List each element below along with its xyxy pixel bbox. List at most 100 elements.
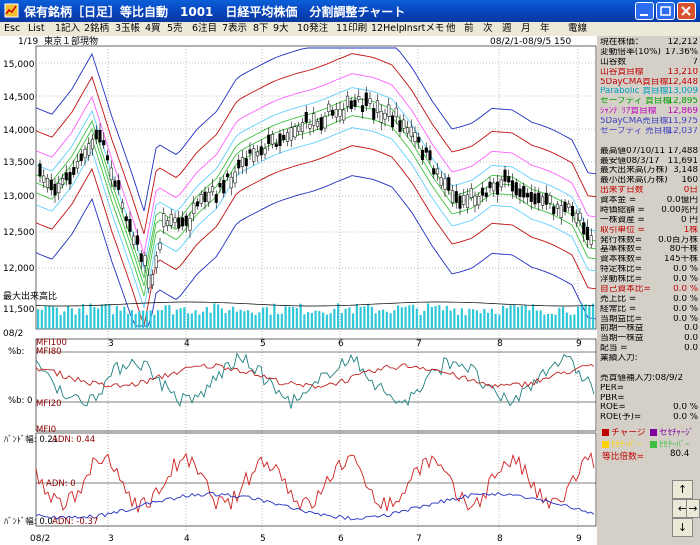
menu-4[interactable]: 4買 xyxy=(145,23,161,34)
info-label: 経常比 = xyxy=(600,304,637,314)
window-title: 保有銘柄［日足］等比自動 1001 日経平均株価 分割調整チャート xyxy=(24,5,406,19)
info-label: 出来ず日数 xyxy=(600,186,644,196)
adn-mid-label: ADN: 0 xyxy=(46,479,76,489)
info-label: 基準株数= xyxy=(600,245,643,255)
chart-area[interactable]: 1/19 東京１部現物 08/2/1-08/9/5 150 15,000 14,… xyxy=(0,36,597,545)
info-label: 最大出来高(万株) xyxy=(600,166,668,176)
info-label: ROE(予)= xyxy=(600,413,642,423)
info-value: 0.0億円 xyxy=(666,196,698,205)
menu-insrt[interactable]: Insrtメモ xyxy=(404,23,445,34)
x-tick-bottom: 5 xyxy=(260,534,266,544)
menu-month[interactable]: 月 xyxy=(521,23,531,34)
info-label: 特定株比= xyxy=(600,265,643,275)
date-tag: 08/2 xyxy=(3,329,23,339)
y-tick: 15,000 xyxy=(3,60,35,70)
menu-12[interactable]: 12Help xyxy=(371,23,405,34)
scroll-up-button[interactable]: ↑ xyxy=(672,480,693,499)
info-row: 5DayCMA買目標 12,448 xyxy=(600,78,700,88)
menu-5[interactable]: 5売 xyxy=(167,23,183,34)
info-row: 5DayCMA売目標 11,975 xyxy=(600,117,700,127)
info-row: 自己資本比= 0.0 % xyxy=(600,285,700,295)
menu-11[interactable]: 11印刷 xyxy=(336,23,368,34)
info-label: 業績入力: xyxy=(600,354,638,363)
ratio-label: 等比倍数= xyxy=(602,452,645,462)
info-label: Parabolic 買目標 xyxy=(600,87,669,97)
info-row xyxy=(600,364,700,374)
info-label: 配当 = xyxy=(600,344,628,354)
info-label: 資本金 = xyxy=(600,196,637,205)
info-value: 0.0 xyxy=(684,344,698,354)
info-label: PBR= xyxy=(600,393,625,403)
mfi-0-label: MFI0 xyxy=(36,425,56,435)
x-tick: 4 xyxy=(184,339,190,349)
info-label: 発行株数= xyxy=(600,235,643,245)
info-row: 最安値08/3/17 11,691 xyxy=(600,157,700,167)
info-value: 11,975 xyxy=(667,117,698,126)
info-label: 前期一株益 xyxy=(600,324,644,334)
info-row: セーフティ 売目標 12,037 xyxy=(600,127,700,137)
info-row: 基準株数= 80千株 xyxy=(600,245,700,255)
color-swatch xyxy=(602,441,609,448)
menu-other[interactable]: 他 xyxy=(446,23,456,34)
info-row: 浮動株比= 0.0 % xyxy=(600,275,700,285)
info-value: 80千株 xyxy=(669,245,698,255)
color-swatch xyxy=(650,429,657,436)
info-value: 0.0 % xyxy=(673,284,698,294)
menu-6[interactable]: 6注目 xyxy=(192,23,218,34)
x-tick-bottom: 6 xyxy=(338,534,344,544)
info-value: 0 円 xyxy=(681,215,698,225)
info-row: 一株資産 = 0 円 xyxy=(600,216,700,226)
info-row: 出来ず日数 0日 xyxy=(600,186,700,196)
x-tick-bottom: 3 xyxy=(108,534,114,544)
maximize-button[interactable] xyxy=(656,2,675,20)
info-value: 11,691 xyxy=(667,156,698,166)
menu-3[interactable]: 3玉帳 xyxy=(115,23,141,34)
menu-year[interactable]: 年 xyxy=(540,23,550,34)
menu-1[interactable]: 1記入 xyxy=(55,23,81,34)
scroll-right-button[interactable]: → xyxy=(686,499,700,518)
menu-list[interactable]: List xyxy=(28,23,45,34)
stock-chart[interactable]: 1/19 東京１部現物 08/2/1-08/9/5 150 15,000 14,… xyxy=(0,36,597,545)
bottom-date: 08/2 xyxy=(30,534,50,544)
x-tick-bottom: 8 xyxy=(497,534,503,544)
info-value: 12,037 xyxy=(667,126,698,136)
menu-2[interactable]: 2銘柄 xyxy=(84,23,110,34)
info-label: 売上比 = xyxy=(600,294,637,304)
info-row: セーフティ 買目標 12,895 xyxy=(600,97,700,107)
info-value: 12,448 xyxy=(667,77,698,87)
x-tick: 6 xyxy=(338,339,344,349)
menu-wire[interactable]: 電線 xyxy=(568,23,588,34)
info-label: 取引単位 = xyxy=(600,225,645,235)
info-value: 0.00兆円 xyxy=(661,205,698,215)
y-tick: 12,500 xyxy=(3,228,35,238)
menu-esc[interactable]: Esc xyxy=(4,23,21,34)
info-row: PER= xyxy=(600,384,700,394)
x-tick: 8 xyxy=(497,339,503,349)
mfi-top-label: MFI100 xyxy=(36,338,67,348)
info-row: 発行株数= 0.0百万株 xyxy=(600,236,700,246)
maximize-icon xyxy=(660,6,671,16)
menu-8[interactable]: 8下 xyxy=(253,23,269,34)
info-value: 0.0 % xyxy=(673,294,698,304)
mfi-80-label: MFI80 xyxy=(36,347,62,357)
menu-bar: Esc List 1記入 2銘柄 3玉帳 4買 5売 6注目 7表示 8下 9大… xyxy=(0,22,700,36)
adn-top-label2: ADN: 0.44 xyxy=(52,435,95,445)
info-row: 最小出来高(万株) 160 xyxy=(600,176,700,186)
volume-bars xyxy=(35,301,595,329)
info-label: 最高値07/10/11 xyxy=(600,146,666,156)
close-button[interactable] xyxy=(677,2,696,20)
menu-9[interactable]: 9大 xyxy=(273,23,289,34)
scroll-down-button[interactable]: ↓ xyxy=(672,518,693,537)
minimize-button[interactable] xyxy=(635,2,654,20)
info-row: 資本金 = 0.0億円 xyxy=(600,196,700,206)
menu-7[interactable]: 7表示 xyxy=(222,23,248,34)
close-icon xyxy=(681,6,691,16)
info-value: 3,148 xyxy=(673,166,698,176)
menu-10[interactable]: 10発注 xyxy=(297,23,329,34)
y-tick: 12,000 xyxy=(3,264,35,274)
menu-prev[interactable]: 前 xyxy=(464,23,474,34)
menu-week[interactable]: 週 xyxy=(502,23,512,34)
info-label: 5DayCMA売目標 xyxy=(600,117,669,126)
menu-next[interactable]: 次 xyxy=(483,23,493,34)
info-label: 資本株数= xyxy=(600,255,643,265)
